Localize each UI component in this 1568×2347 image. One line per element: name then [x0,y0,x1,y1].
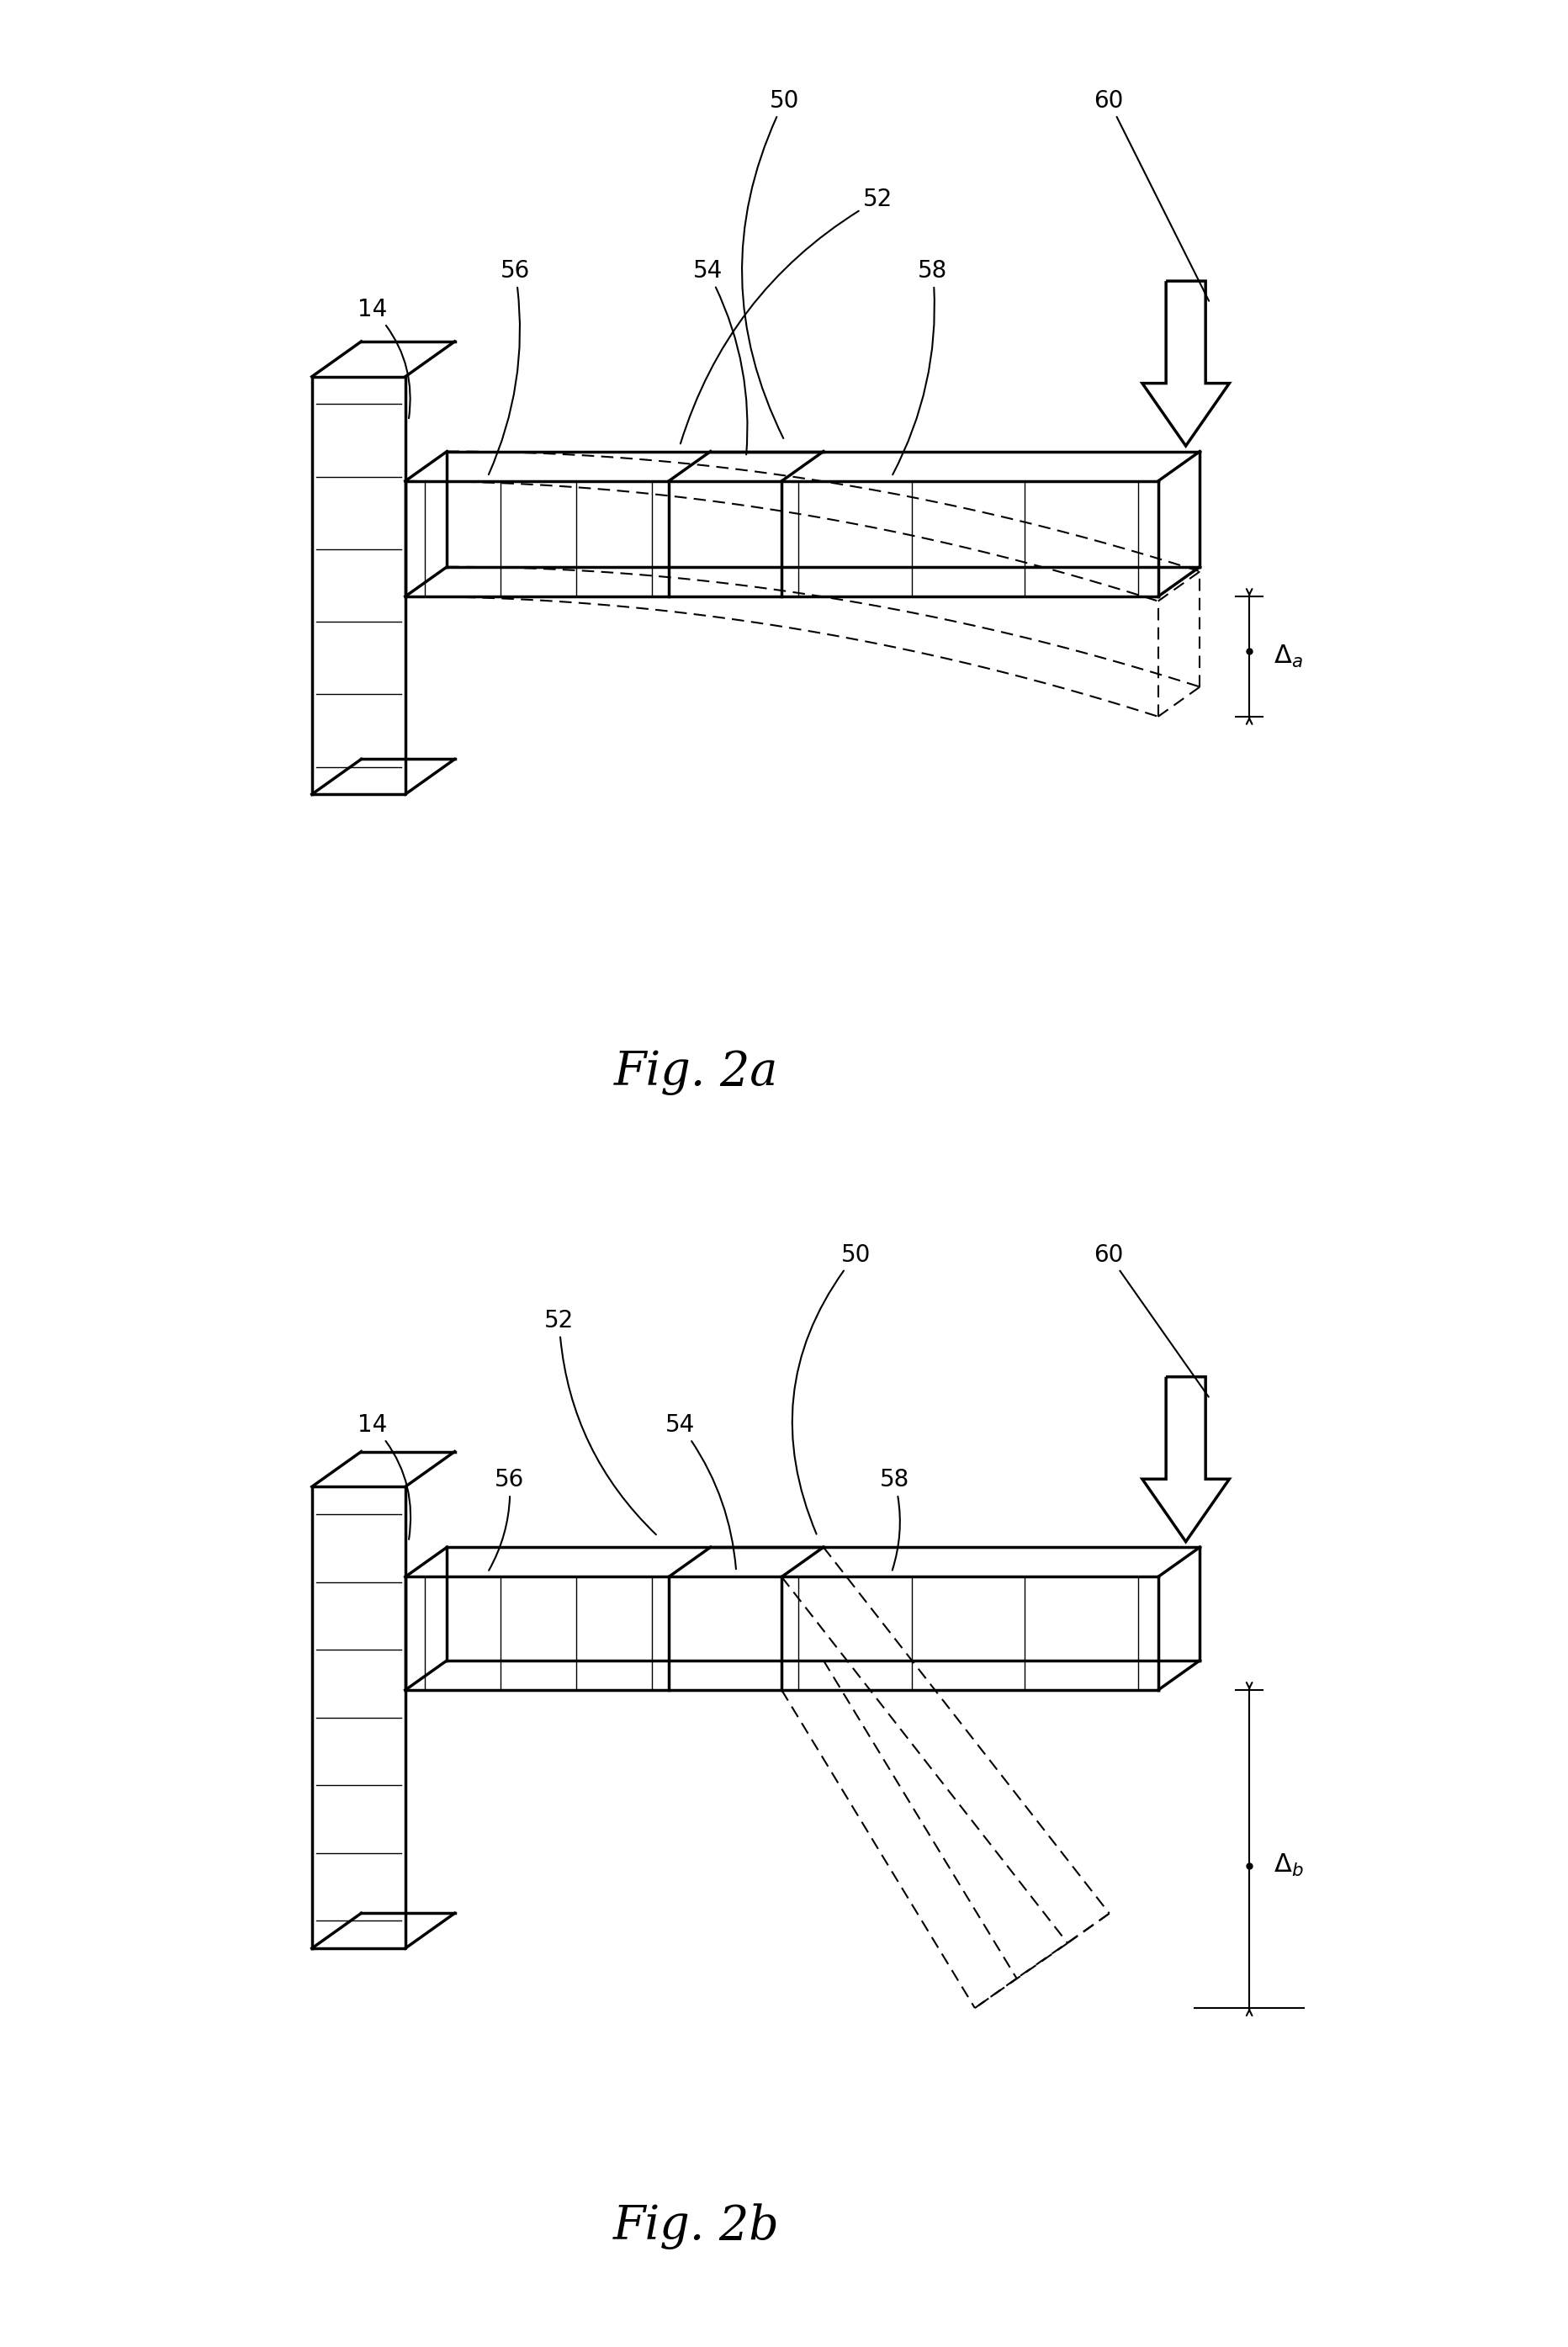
Text: 54: 54 [665,1413,735,1570]
Text: 60: 60 [1093,1244,1207,1396]
Text: 56: 56 [489,1469,524,1570]
Text: 56: 56 [488,258,530,474]
Text: Fig. 2a: Fig. 2a [615,1049,778,1096]
Text: $\Delta_b$: $\Delta_b$ [1273,1852,1303,1878]
Text: 14: 14 [358,1413,411,1540]
Text: 58: 58 [892,258,947,474]
Text: 52: 52 [544,1310,655,1535]
Text: 50: 50 [792,1244,870,1535]
Text: $\Delta_a$: $\Delta_a$ [1273,643,1301,669]
Text: 58: 58 [880,1469,909,1570]
Text: 14: 14 [358,298,409,418]
Text: 52: 52 [681,188,892,444]
Text: 60: 60 [1093,89,1209,300]
Text: Fig. 2b: Fig. 2b [613,2204,779,2251]
Text: 54: 54 [693,258,746,455]
Text: 50: 50 [742,89,798,439]
